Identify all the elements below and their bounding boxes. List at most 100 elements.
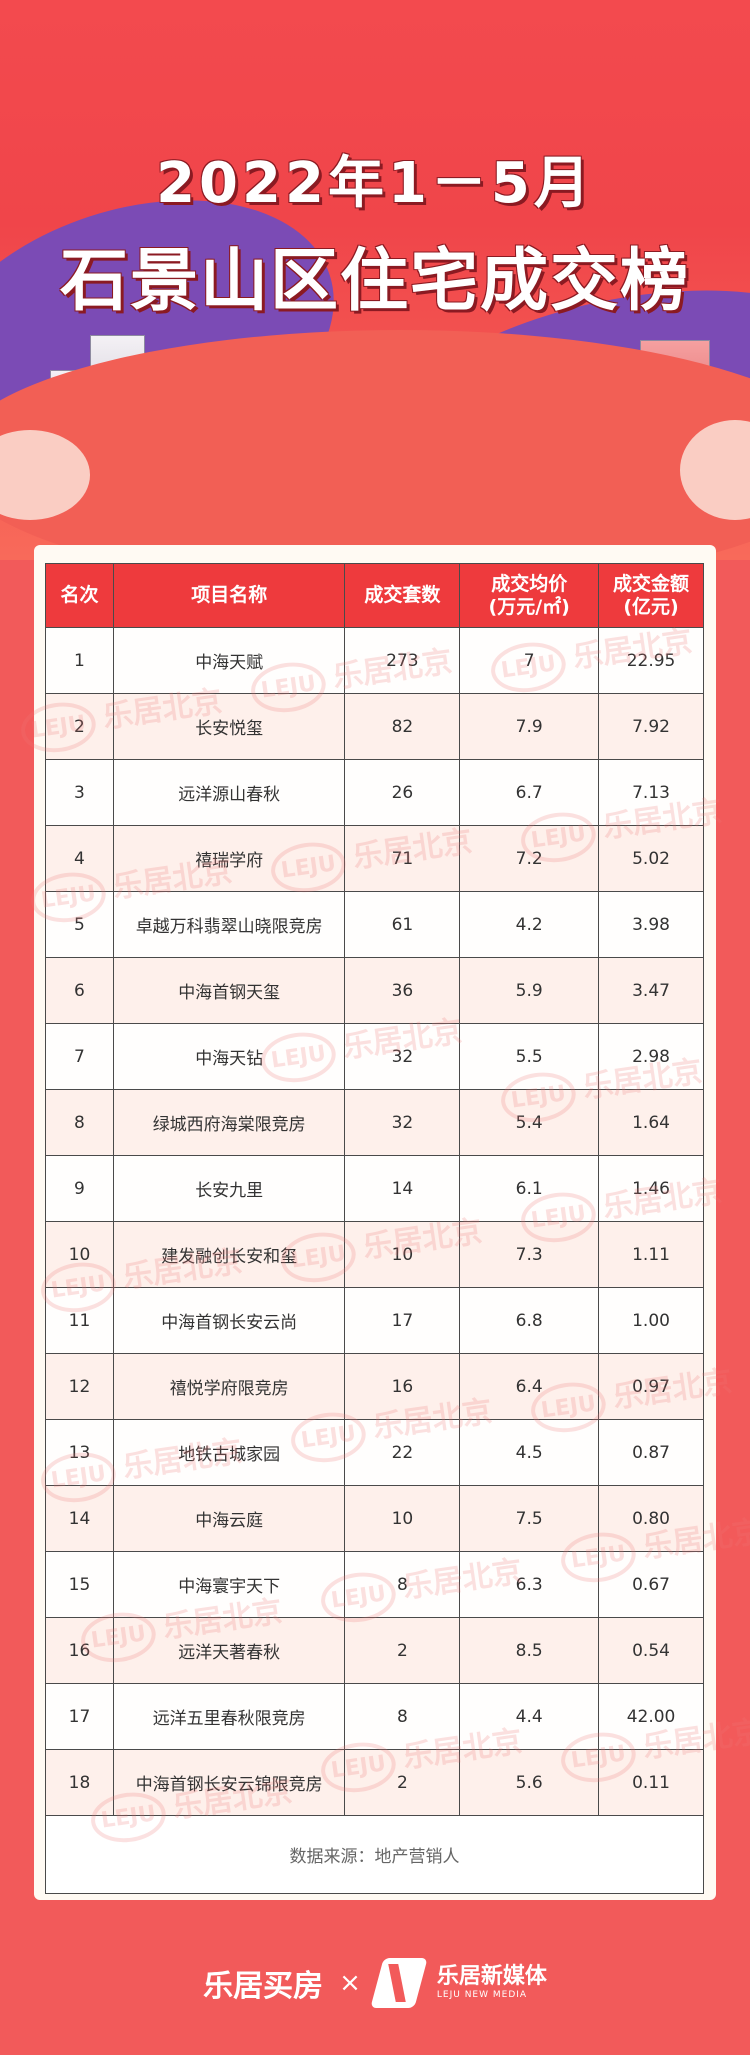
leju-new-media-icon: [370, 1958, 428, 2008]
cell-amount: 22.95: [598, 627, 704, 694]
cell-rank: 18: [45, 1749, 114, 1816]
cell-project-name: 中海天钻: [112, 1023, 346, 1090]
table-row: 17 远洋五里春秋限竞房 8 4.4 42.00: [45, 1683, 704, 1750]
cell-amount: 0.97: [598, 1353, 704, 1420]
cell-project-name: 远洋源山春秋: [112, 759, 346, 826]
cell-units: 273: [344, 627, 461, 694]
page-title: 石景山区住宅成交榜: [59, 242, 690, 321]
brand2-english: LEJU NEW MEDIA: [436, 1990, 528, 2000]
cell-rank: 13: [45, 1419, 114, 1486]
cell-rank: 5: [45, 891, 114, 958]
cell-avg-price: 7.9: [459, 693, 600, 760]
table-row: 11 中海首钢长安云尚 17 6.8 1.00: [45, 1287, 704, 1354]
header-price: 成交均价 (万元/㎡): [459, 563, 600, 628]
cell-project-name: 远洋天著春秋: [112, 1617, 346, 1684]
cell-rank: 11: [45, 1287, 114, 1354]
cell-rank: 8: [45, 1089, 114, 1156]
cell-avg-price: 7.2: [459, 825, 600, 892]
table-row: 13 地铁古城家园 22 4.5 0.87: [45, 1419, 704, 1486]
footer: [0, 1900, 750, 2055]
table-row: 7 中海天钻 32 5.5 2.98: [45, 1023, 704, 1090]
leju-maifang-logo: 乐居买房: [203, 1969, 324, 2004]
cell-avg-price: 5.5: [459, 1023, 600, 1090]
cell-units: 22: [344, 1419, 461, 1486]
cell-rank: 7: [45, 1023, 114, 1090]
cell-units: 16: [344, 1353, 461, 1420]
cell-avg-price: 7: [459, 627, 600, 694]
cell-rank: 12: [45, 1353, 114, 1420]
cell-avg-price: 6.3: [459, 1551, 600, 1618]
cell-amount: 0.67: [598, 1551, 704, 1618]
cell-rank: 16: [45, 1617, 114, 1684]
table-row: 14 中海云庭 10 7.5 0.80: [45, 1485, 704, 1552]
cell-avg-price: 6.1: [459, 1155, 600, 1222]
cell-avg-price: 5.6: [459, 1749, 600, 1816]
cell-project-name: 建发融创长安和玺: [112, 1221, 346, 1288]
cell-amount: 1.11: [598, 1221, 704, 1288]
header-units: 成交套数: [344, 563, 461, 628]
table-row: 15 中海寰宇天下 8 6.3 0.67: [45, 1551, 704, 1618]
cell-avg-price: 5.4: [459, 1089, 600, 1156]
separator: ×: [339, 1968, 361, 1998]
cell-amount: 0.54: [598, 1617, 704, 1684]
cell-units: 8: [344, 1683, 461, 1750]
cell-units: 36: [344, 957, 461, 1024]
cell-units: 32: [344, 1089, 461, 1156]
cell-units: 10: [344, 1221, 461, 1288]
table-row: 6 中海首钢天玺 36 5.9 3.47: [45, 957, 704, 1024]
cell-project-name: 中海寰宇天下: [112, 1551, 346, 1618]
header-project: 项目名称: [112, 563, 346, 628]
cell-avg-price: 8.5: [459, 1617, 600, 1684]
red-wave: [0, 330, 750, 560]
table-row: 4 禧瑞学府 71 7.2 5.02: [45, 825, 704, 892]
cell-rank: 2: [45, 693, 114, 760]
title-period: 2022年1－5月: [156, 151, 594, 216]
banner: 2022年1－5月 石景山区住宅成交榜: [0, 0, 750, 560]
cell-units: 26: [344, 759, 461, 826]
leju-new-media-logo: 乐居新媒体 LEJU NEW MEDIA: [437, 1966, 547, 2000]
table-row: 1 中海天赋 273 7 22.95: [45, 627, 704, 694]
cell-project-name: 长安悦玺: [112, 693, 346, 760]
table-row: 12 禧悦学府限竞房 16 6.4 0.97: [45, 1353, 704, 1420]
cell-rank: 9: [45, 1155, 114, 1222]
ranking-table: 名次 项目名称 成交套数 成交均价 (万元/㎡) 成交金额 (亿元) 1 中海天赋 27…: [45, 563, 704, 1894]
cell-amount: 1.64: [598, 1089, 704, 1156]
table-row: 5 卓越万科翡翠山晓限竞房 61 4.2 3.98: [45, 891, 704, 958]
table-row: 8 绿城西府海棠限竞房 32 5.4 1.64: [45, 1089, 704, 1156]
cell-units: 14: [344, 1155, 461, 1222]
cell-units: 2: [344, 1749, 461, 1816]
cell-project-name: 中海天赋: [112, 627, 346, 694]
cell-units: 61: [344, 891, 461, 958]
cell-amount: 2.98: [598, 1023, 704, 1090]
cell-project-name: 中海首钢长安云尚: [112, 1287, 346, 1354]
header-amount-unit: (亿元): [623, 595, 679, 618]
cell-avg-price: 7.3: [459, 1221, 600, 1288]
cell-avg-price: 5.9: [459, 957, 600, 1024]
cell-avg-price: 4.4: [459, 1683, 600, 1750]
cell-rank: 3: [45, 759, 114, 826]
cell-project-name: 中海首钢长安云锦限竞房: [112, 1749, 346, 1816]
cell-amount: 5.02: [598, 825, 704, 892]
cell-amount: 3.98: [598, 891, 704, 958]
cell-project-name: 中海首钢天玺: [112, 957, 346, 1024]
cell-avg-price: 6.8: [459, 1287, 600, 1354]
cell-amount: 0.87: [598, 1419, 704, 1486]
cell-rank: 17: [45, 1683, 114, 1750]
cell-rank: 15: [45, 1551, 114, 1618]
cell-rank: 4: [45, 825, 114, 892]
cell-units: 71: [344, 825, 461, 892]
cell-units: 17: [344, 1287, 461, 1354]
cell-project-name: 中海云庭: [112, 1485, 346, 1552]
cell-avg-price: 6.4: [459, 1353, 600, 1420]
cell-units: 32: [344, 1023, 461, 1090]
cell-avg-price: 6.7: [459, 759, 600, 826]
cell-project-name: 禧悦学府限竞房: [112, 1353, 346, 1420]
cell-rank: 6: [45, 957, 114, 1024]
data-source: 数据来源：地产营销人: [45, 1815, 704, 1894]
cell-amount: 7.92: [598, 693, 704, 760]
cell-avg-price: 7.5: [459, 1485, 600, 1552]
cell-amount: 1.46: [598, 1155, 704, 1222]
footer-logos: 乐居买房 × 乐居新媒体 LEJU NEW MEDIA: [0, 1958, 750, 2008]
cell-amount: 3.47: [598, 957, 704, 1024]
cell-amount: 7.13: [598, 759, 704, 826]
